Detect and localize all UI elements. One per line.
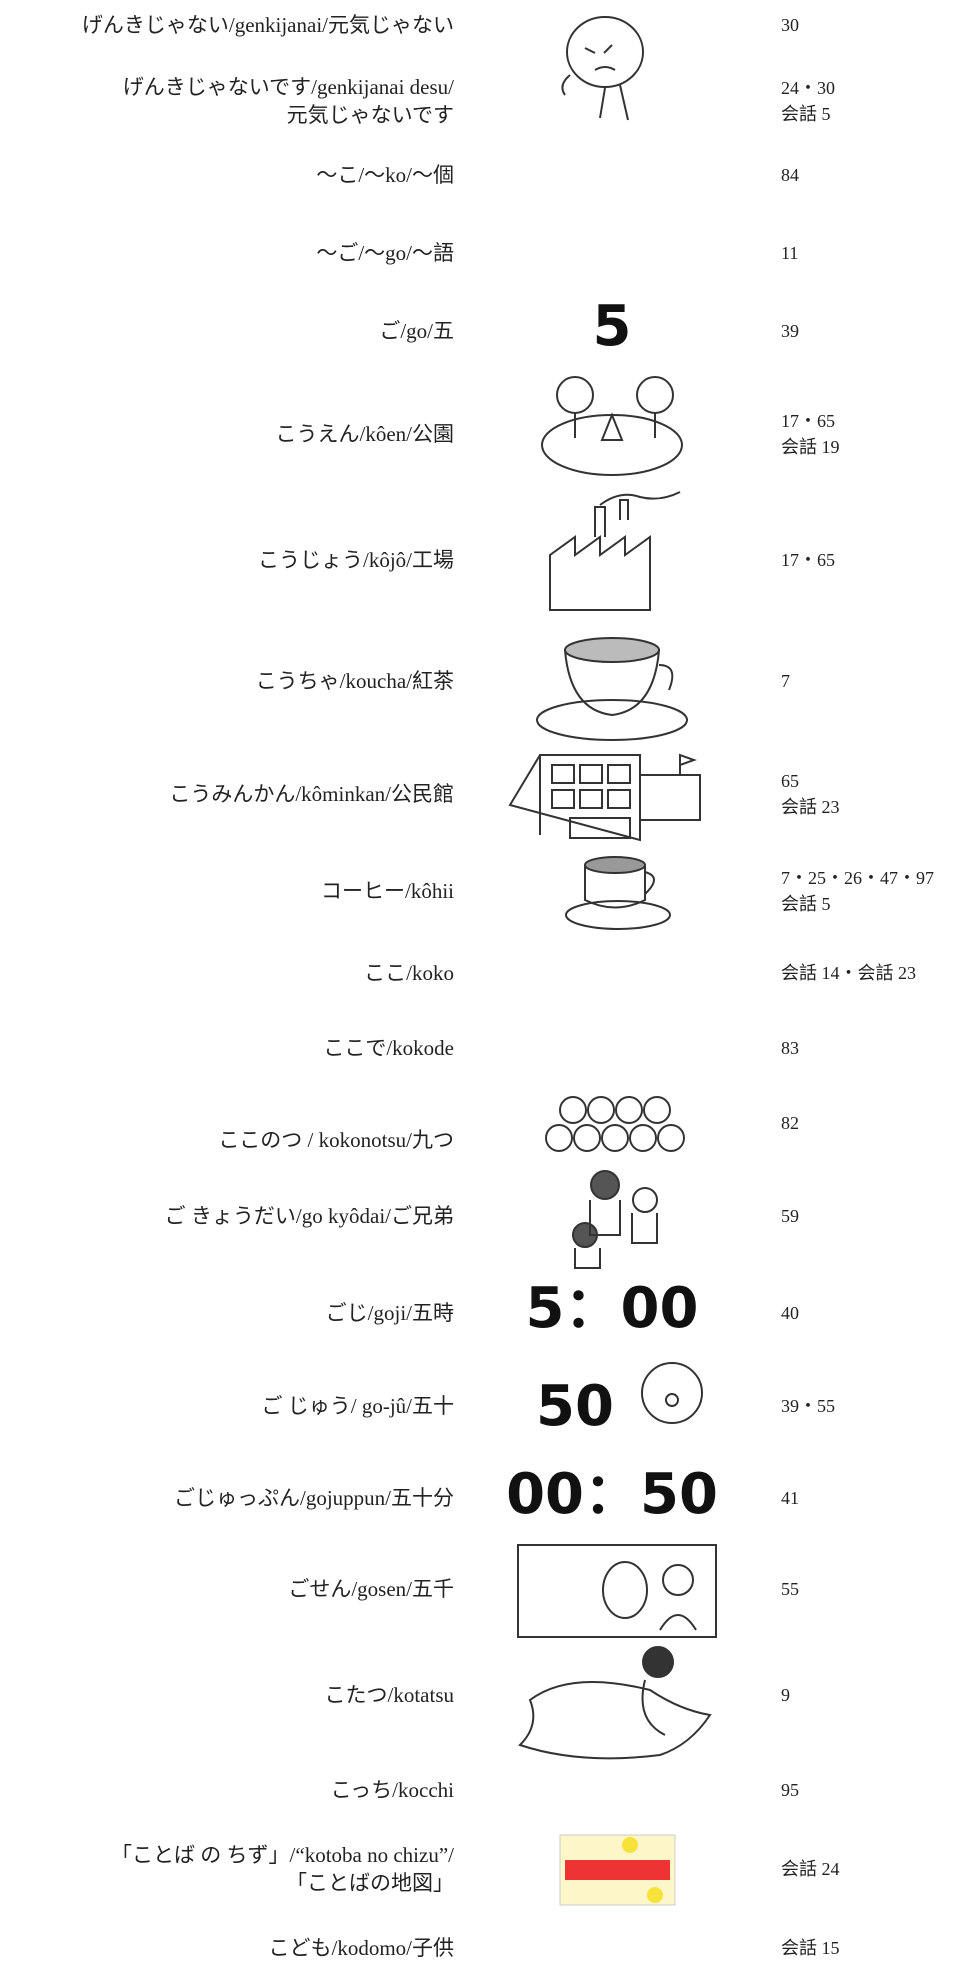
term-line: こうじょう/kôjô/工場 [257, 548, 454, 572]
illustration-apples [545, 1096, 685, 1152]
page-ref: 会話 5 [781, 104, 831, 125]
page-ref: 83 [781, 1037, 799, 1058]
term-line: ご/go/五 [379, 319, 454, 344]
term-line: ごせん/gosen/五千 [288, 1576, 454, 1601]
term-line: こうみんかん/kôminkan/公民館 [169, 781, 454, 806]
page-ref: 7 [781, 671, 790, 692]
illustration-face [561, 16, 644, 121]
term-line: こども/kodomo/子供 [268, 1935, 454, 1960]
term-line: ご きょうだい/go kyôdai/ご兄弟 [164, 1204, 454, 1229]
illustration-tea [536, 637, 688, 741]
illustration-map [559, 1834, 676, 1906]
illustration-coffee [565, 856, 671, 930]
page-ref: 17・65 [781, 410, 835, 431]
page-ref: 55 [781, 1578, 799, 1599]
illustration-text: 5 [593, 294, 632, 359]
term-line: ～こ/～ko/～個 [316, 163, 454, 187]
page-ref: 11 [781, 242, 799, 263]
page-ref: 40 [781, 1302, 799, 1323]
page-ref: 65 [781, 770, 799, 791]
term-line: こうえん/kôen/公園 [275, 421, 455, 446]
term-line: ご じゅう/ go-jû/五十 [261, 1394, 455, 1419]
term-line: 「ことば の ちず」/“kotoba no chizu”/ [111, 1842, 454, 1867]
term-line: げんきじゃない/genkijanai/元気じゃない [81, 13, 454, 37]
page-ref: 会話 15 [781, 1937, 840, 1958]
page-ref: 会話 24 [781, 1858, 840, 1879]
term-line: ～ご/～go/～語 [316, 240, 454, 265]
term-line: ここのつ / kokonotsu/九つ [218, 1128, 454, 1152]
page-ref: 30 [781, 15, 799, 35]
term-line: げんきじゃないです/genkijanai desu/ [122, 75, 454, 100]
illustration-coin [641, 1362, 703, 1424]
term-line: 「ことばの地図」 [286, 1870, 454, 1895]
page-ref: 会話 23 [781, 796, 840, 817]
term-line: ごじゅっぷん/gojuppun/五十分 [173, 1485, 454, 1510]
illustration-bill [517, 1544, 717, 1638]
term-line: こっち/kocchi [330, 1778, 454, 1802]
page-ref: 41 [781, 1487, 799, 1508]
term-line: ごじ/goji/五時 [325, 1300, 454, 1325]
page-ref: 24・30 [781, 78, 835, 99]
page-ref: 82 [781, 1112, 799, 1133]
page-ref: 7・25・26・47・97 [781, 868, 934, 889]
page-ref: 39・55 [781, 1396, 835, 1417]
page-ref: 84 [781, 165, 799, 185]
page-ref: 会話 19 [781, 436, 840, 457]
page-ref: 95 [781, 1780, 799, 1800]
page-ref: 59 [781, 1206, 799, 1227]
illustration-kotatsu [518, 1646, 712, 1760]
illustration-park [541, 376, 683, 476]
page-ref: 会話 5 [781, 894, 831, 915]
term-line: こうちゃ/koucha/紅茶 [255, 669, 454, 694]
term-line: ここ/koko [364, 960, 454, 985]
term-line: コーヒー/kôhii [320, 879, 454, 904]
illustration-text: 5：00 [526, 1276, 699, 1341]
page-ref: 39 [781, 321, 799, 342]
illustration-factory [549, 491, 681, 611]
illustration-building [508, 753, 701, 842]
page-ref: 会話 14・会話 23 [781, 962, 916, 983]
page-ref: 17・65 [781, 550, 835, 570]
term-line: ここで/kokode [323, 1035, 454, 1060]
illustration-siblings [572, 1170, 658, 1269]
illustration-text: 00：50 [506, 1462, 718, 1527]
page-ref: 9 [781, 1685, 790, 1705]
term-line: 元気じゃないです [286, 103, 454, 128]
term-line: こたつ/kotatsu [324, 1683, 455, 1707]
illustration-text: 50 [536, 1374, 614, 1439]
